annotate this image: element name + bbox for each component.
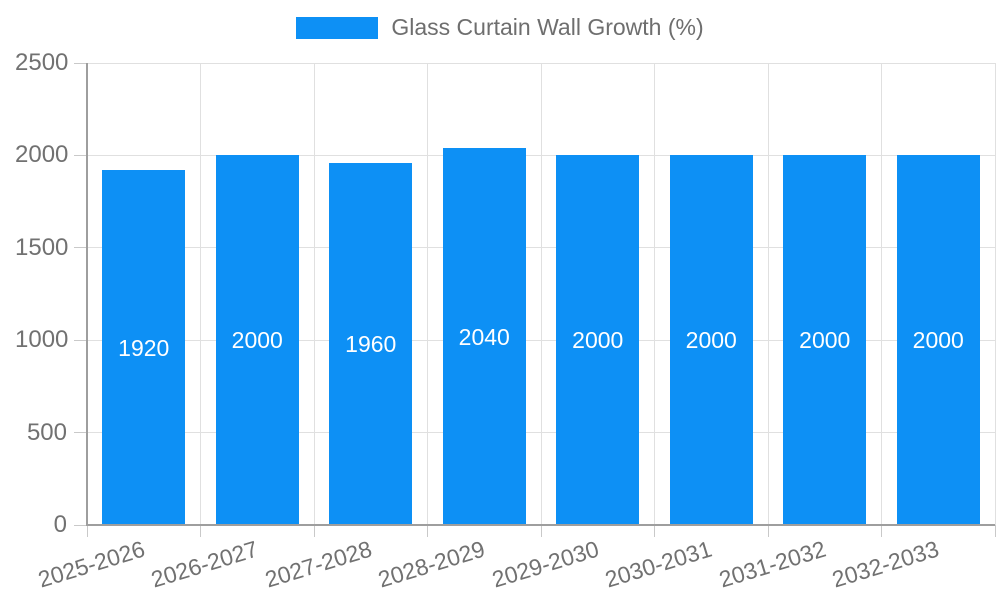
bar-value-label: 2000	[572, 327, 624, 354]
bar-value-label: 2000	[685, 327, 737, 354]
x-axis-tick	[313, 525, 315, 537]
bar-value-label: 1920	[118, 334, 170, 361]
y-axis-label: 0	[53, 511, 67, 538]
bar[interactable]	[896, 155, 980, 525]
bar-value-label: 2000	[231, 327, 283, 354]
y-axis-label: 1500	[15, 233, 69, 261]
gridline-vertical	[313, 63, 315, 525]
legend-swatch[interactable]	[296, 16, 379, 39]
x-axis-label: 2029-2030	[488, 535, 602, 593]
x-axis-tick	[767, 525, 769, 537]
bar-value-label: 2040	[458, 323, 510, 350]
x-axis-tick	[200, 525, 201, 537]
x-axis-label: 2030-2031	[602, 535, 716, 593]
legend-label: Glass Curtain Wall Growth (%)	[391, 14, 704, 40]
y-axis-label: 2500	[15, 49, 69, 76]
y-axis-line	[86, 63, 88, 525]
gridline-vertical	[881, 63, 882, 525]
x-axis-tick	[540, 525, 542, 537]
y-axis-label: 500	[26, 418, 67, 446]
x-axis-tick	[427, 525, 428, 537]
x-axis-tick	[654, 525, 655, 537]
y-axis-label: 1000	[15, 326, 69, 354]
x-axis-tick	[86, 525, 88, 537]
bar-value-label: 2000	[799, 327, 851, 354]
x-axis-label: 2025-2026	[34, 535, 148, 593]
bar[interactable]	[556, 155, 640, 525]
y-axis-tick	[74, 524, 87, 526]
bar[interactable]	[329, 162, 413, 525]
y-axis-tick	[74, 247, 87, 249]
y-axis-tick	[74, 339, 87, 341]
gridline-vertical	[540, 63, 542, 525]
gridline-vertical	[994, 63, 996, 525]
y-axis-tick	[74, 62, 87, 64]
x-axis-label: 2032-2033	[829, 535, 943, 593]
bar[interactable]	[669, 155, 753, 525]
x-axis-label: 2026-2027	[148, 535, 262, 593]
x-axis-tick	[994, 525, 996, 537]
legend: Glass Curtain Wall Growth (%)	[0, 14, 1000, 41]
x-axis-label: 2031-2032	[715, 535, 829, 593]
x-axis-label: 2027-2028	[261, 535, 375, 593]
y-axis-tick	[74, 432, 87, 434]
y-axis-label: 2000	[15, 141, 69, 169]
x-axis-tick	[881, 525, 882, 537]
bar[interactable]	[215, 155, 299, 525]
bar-value-label: 2000	[912, 327, 964, 354]
x-axis-line	[86, 524, 995, 526]
y-axis-tick	[74, 154, 87, 156]
bar-value-label: 1960	[345, 330, 397, 357]
bar[interactable]	[442, 148, 526, 525]
x-axis-label: 2028-2029	[375, 535, 489, 593]
bar[interactable]	[783, 155, 867, 525]
bar[interactable]	[102, 170, 186, 525]
gridline-vertical	[200, 63, 201, 525]
gridline-vertical	[654, 63, 655, 525]
gridline-vertical	[427, 63, 428, 525]
gridline-vertical	[767, 63, 769, 525]
